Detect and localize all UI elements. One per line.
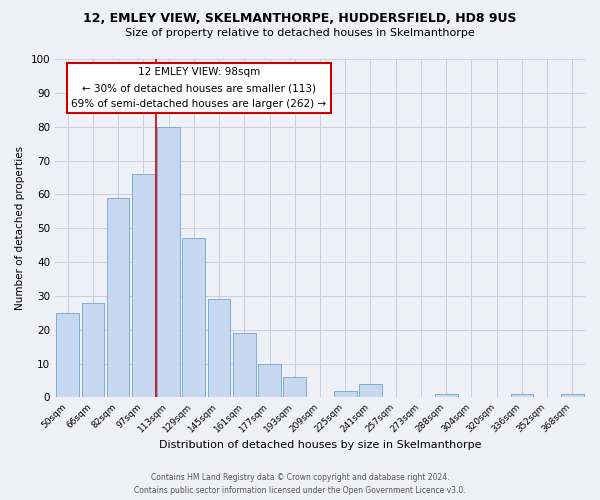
Bar <box>283 377 306 398</box>
Bar <box>107 198 130 398</box>
Y-axis label: Number of detached properties: Number of detached properties <box>15 146 25 310</box>
Text: Size of property relative to detached houses in Skelmanthorpe: Size of property relative to detached ho… <box>125 28 475 38</box>
Bar <box>435 394 458 398</box>
Bar <box>157 126 180 398</box>
Bar <box>208 300 230 398</box>
Text: 12, EMLEY VIEW, SKELMANTHORPE, HUDDERSFIELD, HD8 9US: 12, EMLEY VIEW, SKELMANTHORPE, HUDDERSFI… <box>83 12 517 26</box>
Bar <box>258 364 281 398</box>
Text: Contains HM Land Registry data © Crown copyright and database right 2024.
Contai: Contains HM Land Registry data © Crown c… <box>134 473 466 495</box>
Bar <box>334 390 356 398</box>
Bar <box>511 394 533 398</box>
Bar <box>82 302 104 398</box>
Bar <box>561 394 584 398</box>
Bar <box>132 174 155 398</box>
Bar <box>182 238 205 398</box>
Bar <box>359 384 382 398</box>
Bar <box>233 333 256 398</box>
Bar <box>56 313 79 398</box>
X-axis label: Distribution of detached houses by size in Skelmanthorpe: Distribution of detached houses by size … <box>159 440 481 450</box>
Text: 12 EMLEY VIEW: 98sqm
← 30% of detached houses are smaller (113)
69% of semi-deta: 12 EMLEY VIEW: 98sqm ← 30% of detached h… <box>71 68 326 108</box>
